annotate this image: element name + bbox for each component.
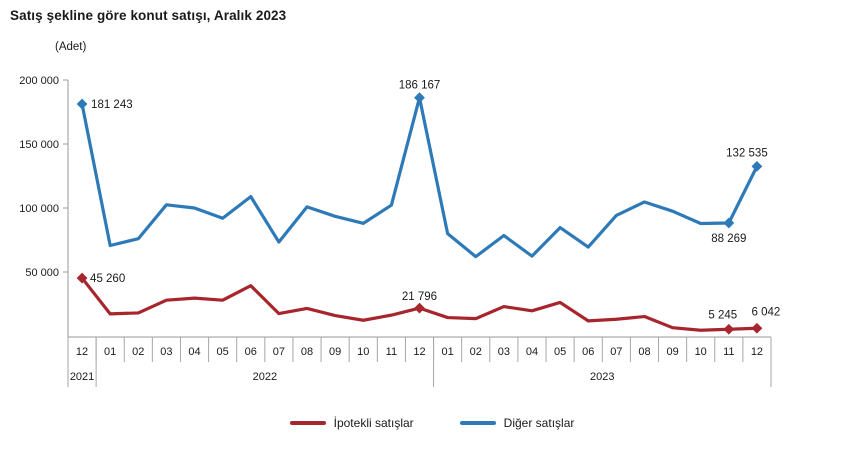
- point-marker-ipotekli-satislar: [414, 302, 425, 314]
- month-label: 09: [666, 346, 678, 358]
- month-label: 03: [498, 346, 510, 358]
- point-marker-diger-satislar: [414, 92, 425, 104]
- month-label: 12: [413, 346, 425, 358]
- legend: İpotekli satışlar Diğer satışlar: [0, 416, 864, 430]
- year-label: 2023: [590, 371, 614, 383]
- data-label-diger-satislar: 186 167: [399, 80, 441, 92]
- y-axis-tick-label: 150 000: [19, 139, 59, 151]
- month-label: 04: [526, 346, 538, 358]
- data-label-diger-satislar: 132 535: [726, 147, 768, 159]
- legend-label-ipotekli-satislar: İpotekli satışlar: [333, 416, 414, 430]
- line-chart: 50 000 100 000 150 000 200 000 12 01 02 03 04 05 0…: [19, 75, 781, 387]
- data-label-ipotekli-satislar: 6 042: [752, 306, 781, 318]
- chart-title: Satış şekline göre konut satışı, Aralık …: [10, 8, 287, 23]
- month-label: 12: [76, 346, 88, 358]
- month-label: 08: [301, 346, 313, 358]
- year-label: 2021: [70, 371, 94, 383]
- month-label: 10: [357, 346, 369, 358]
- month-label: 10: [695, 346, 707, 358]
- y-axis-tick-label: 50 000: [25, 267, 59, 279]
- legend-swatch-diger-satislar: [459, 421, 496, 425]
- month-label: 05: [217, 346, 229, 358]
- month-label: 01: [441, 346, 453, 358]
- series-line-diger-satislar: [80, 96, 759, 259]
- legend-label-diger-satislar: Diğer satışlar: [503, 416, 575, 430]
- month-label: 11: [723, 346, 734, 358]
- data-label-diger-satislar: 88 269: [711, 233, 746, 245]
- point-marker-ipotekli-satislar: [723, 323, 735, 335]
- month-label: 02: [470, 346, 482, 358]
- legend-item-ipotekli-satislar: İpotekli satışlar: [289, 416, 414, 430]
- y-axis-tick-label: 100 000: [19, 203, 59, 215]
- data-label-ipotekli-satislar: 21 796: [402, 291, 437, 303]
- axis-unit-label: (Adet): [55, 41, 87, 53]
- data-label-ipotekli-satislar: 5 245: [708, 309, 737, 321]
- point-marker-diger-satislar: [723, 217, 735, 229]
- month-label: 06: [245, 346, 257, 358]
- point-marker-diger-satislar: [76, 98, 88, 110]
- month-label: 07: [610, 346, 622, 358]
- legend-swatch-ipotekli-satislar: [289, 421, 326, 425]
- point-marker-diger-satislar: [751, 160, 763, 172]
- legend-item-diger-satislar: Diğer satışlar: [459, 416, 575, 430]
- month-label: 07: [273, 346, 285, 358]
- y-axis-tick-label: 200 000: [19, 75, 59, 87]
- month-label: 04: [188, 346, 200, 358]
- month-label: 01: [104, 346, 116, 358]
- month-label: 11: [386, 346, 397, 358]
- month-label: 03: [160, 346, 172, 358]
- month-label: 06: [582, 346, 594, 358]
- month-label: 08: [638, 346, 650, 358]
- month-label: 12: [751, 346, 763, 358]
- month-label: 09: [329, 346, 341, 358]
- month-label: 02: [132, 346, 144, 358]
- data-label-diger-satislar: 181 243: [91, 99, 133, 111]
- data-label-ipotekli-satislar: 45 260: [90, 273, 125, 285]
- point-marker-ipotekli-satislar: [76, 272, 88, 284]
- year-label: 2022: [253, 371, 277, 383]
- month-label: 05: [554, 346, 566, 358]
- point-marker-ipotekli-satislar: [751, 322, 763, 334]
